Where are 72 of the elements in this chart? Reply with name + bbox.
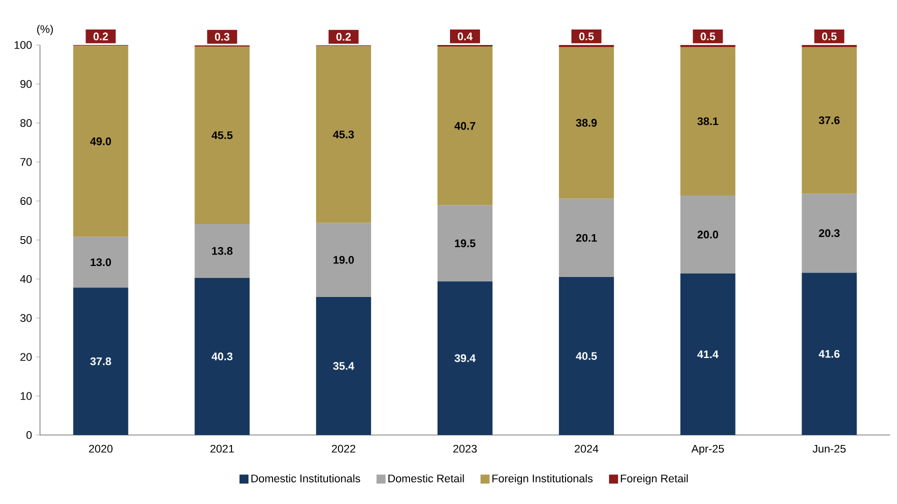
data-label: 0.5 [822,32,837,40]
data-label: 20.1 [576,234,597,242]
bar [73,236,128,288]
bar [558,277,614,435]
data-label: 37.6 [818,116,840,124]
y-tick-label: 10 [20,392,32,400]
bar [438,46,492,206]
data-label: 37.8 [90,357,112,366]
y-tick-label: 100 [14,41,32,49]
data-label: 41.6 [818,350,840,358]
y-axis-title: (%) [37,24,53,36]
data-label: 19.5 [454,239,476,248]
bar [438,281,492,435]
data-label: 35.4 [333,362,354,370]
x-tick-label: 2022 [332,444,356,453]
x-tick-label: Apr-25 [691,444,724,455]
data-label: 40.5 [576,352,597,360]
x-tick-label: 2024 [574,444,598,453]
data-label: 0.3 [214,32,230,41]
data-label: 41.4 [697,350,719,358]
data-label: 39.4 [454,354,476,362]
bar [316,296,372,435]
bar [558,198,614,278]
x-tick-label: 2023 [453,444,477,453]
data-label: 13.8 [212,247,233,255]
data-label: 0.2 [94,32,108,40]
legend-label: Foreign Retail [620,474,688,485]
data-label: 20.0 [698,230,718,238]
bar [316,46,372,223]
data-label: 40.3 [212,352,232,360]
bar [802,194,857,273]
data-label: 13.0 [90,258,111,266]
bar [680,196,736,274]
data-label: 49.0 [90,137,111,146]
data-label: 45.3 [333,130,354,138]
x-tick-label: 2021 [210,444,234,453]
bar [558,46,614,199]
bar [680,274,736,435]
bar [802,46,857,194]
data-label: 45.5 [212,131,233,140]
bar [438,205,492,282]
bar [73,46,128,237]
data-label: 38.1 [697,117,718,126]
y-tick-label: 60 [20,197,32,205]
y-tick-label: 20 [20,353,32,361]
legend-label: Foreign Institutionals [492,474,593,485]
bar [73,288,128,435]
data-label: 40.7 [454,122,476,130]
y-tick-label: 70 [20,158,32,166]
y-tick-label: 80 [20,119,32,127]
data-label: 0.5 [579,32,594,40]
legend-label: Domestic Institutionals [251,474,360,482]
bar [194,224,250,278]
y-tick-label: 50 [20,236,32,244]
bar [802,272,857,435]
y-tick-label: 90 [20,80,32,88]
legend-label: Domestic Retail [388,474,464,482]
bar [316,222,372,297]
x-tick-label: 2020 [89,444,113,453]
data-label: 19.0 [334,256,354,264]
bar [680,46,736,196]
y-tick-label: 40 [20,275,32,283]
y-tick-label: 30 [20,314,32,322]
data-label: 20.3 [818,229,840,238]
x-tick-label: Jun-25 [812,444,846,453]
bar [194,46,250,224]
y-tick-label: 0 [26,431,32,439]
data-label: 38.9 [576,118,597,127]
bar [194,278,250,435]
data-label: 0.5 [700,32,716,40]
data-label: 0.2 [336,32,351,41]
data-label: 0.4 [458,32,473,40]
